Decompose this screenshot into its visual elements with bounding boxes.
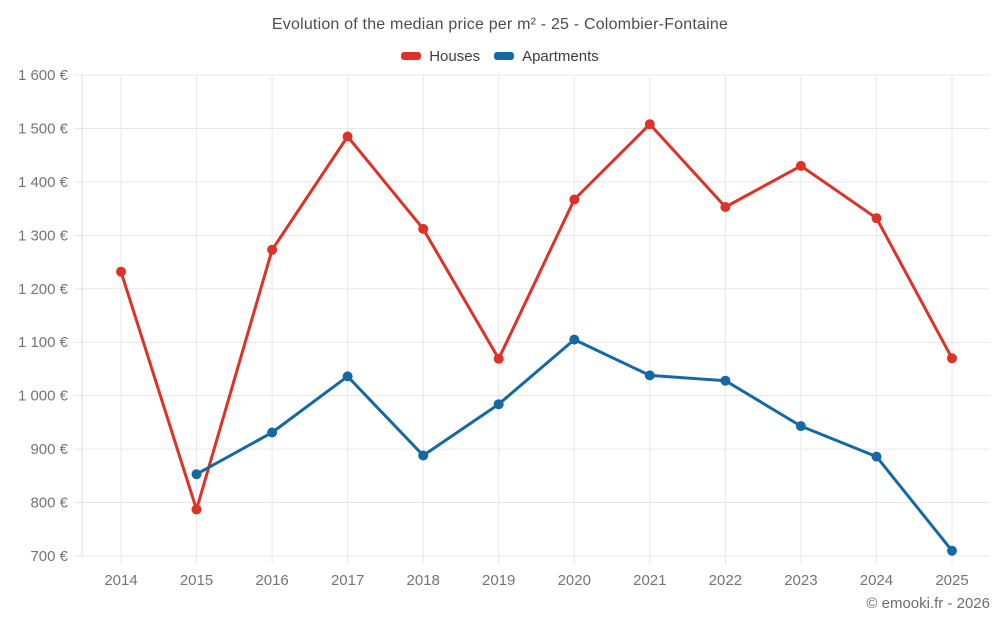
houses-point-2021[interactable]: [644, 119, 655, 130]
apartments-point-2016[interactable]: [267, 427, 278, 438]
x-axis-tick-label-2024: 2024: [860, 572, 893, 589]
y-axis-tick-label: 1 200 €: [18, 281, 69, 298]
houses-point-2022[interactable]: [720, 202, 731, 212]
apartments-legend-swatch-icon: [494, 52, 515, 60]
x-axis-tick-label-2014: 2014: [104, 572, 137, 589]
legend: Houses Apartments: [0, 46, 1000, 66]
houses-legend-swatch-icon: [401, 52, 422, 60]
houses-point-2017[interactable]: [342, 131, 353, 142]
x-axis-tick-label-2021: 2021: [633, 572, 666, 589]
houses-line: [119, 122, 954, 511]
houses-point-2023[interactable]: [795, 160, 806, 171]
houses-point-2016[interactable]: [267, 244, 278, 255]
legend-item-houses[interactable]: Houses: [401, 48, 480, 65]
y-axis-tick-label: 1 600 €: [18, 67, 69, 84]
apartments-point-2021[interactable]: [644, 370, 655, 381]
x-axis-tick-label-2025: 2025: [935, 572, 968, 589]
chart-title: Evolution of the median price per m² - 2…: [271, 16, 729, 33]
x-axis-tick-label-2015: 2015: [180, 572, 213, 589]
houses-point-2018[interactable]: [418, 223, 429, 234]
x-axis-tick-label-2020: 2020: [558, 572, 591, 589]
x-axis-tick-label-2019: 2019: [482, 572, 515, 589]
x-axis-tick-label-2016: 2016: [255, 572, 288, 589]
apartments-point-2019[interactable]: [493, 399, 504, 410]
y-axis-tick-label: 800 €: [30, 495, 68, 512]
apartments-point-2022[interactable]: [720, 375, 731, 386]
x-axis-tick-label-2017: 2017: [331, 572, 364, 589]
copyright-footer: © emooki.fr - 2026: [866, 595, 990, 612]
apartments-point-2024[interactable]: [871, 451, 882, 462]
houses-point-2020[interactable]: [569, 194, 580, 205]
y-axis-tick-label: 900 €: [30, 441, 68, 458]
apartments-legend-label: Apartments: [522, 47, 599, 65]
houses-legend-label: Houses: [429, 47, 481, 65]
houses-point-2015[interactable]: [191, 504, 202, 515]
houses-point-2014[interactable]: [116, 266, 126, 277]
houses-point-2019[interactable]: [493, 353, 504, 364]
y-axis-tick-label: 700 €: [30, 548, 68, 565]
apartments-point-2017[interactable]: [342, 371, 353, 382]
y-axis-tick-label: 1 300 €: [18, 227, 69, 244]
apartments-point-2025[interactable]: [947, 545, 957, 556]
apartments-point-2018[interactable]: [418, 450, 429, 461]
y-axis-tick-label: 1 100 €: [18, 334, 69, 351]
apartments-point-2023[interactable]: [795, 421, 806, 432]
apartments-point-2020[interactable]: [569, 334, 580, 345]
houses-point-2025[interactable]: [947, 353, 957, 364]
x-axis-tick-label-2022: 2022: [709, 572, 742, 589]
x-axis-tick-label-2018: 2018: [406, 572, 439, 589]
houses-point-2024[interactable]: [871, 213, 882, 224]
apartments-point-2015[interactable]: [191, 469, 202, 480]
y-axis-tick-label: 1 400 €: [18, 174, 69, 191]
y-axis-tick-label: 1 000 €: [18, 388, 69, 405]
legend-item-apartments[interactable]: Apartments: [494, 48, 599, 65]
y-axis-tick-label: 1 500 €: [18, 120, 69, 137]
x-axis-tick-label-2023: 2023: [784, 572, 817, 589]
